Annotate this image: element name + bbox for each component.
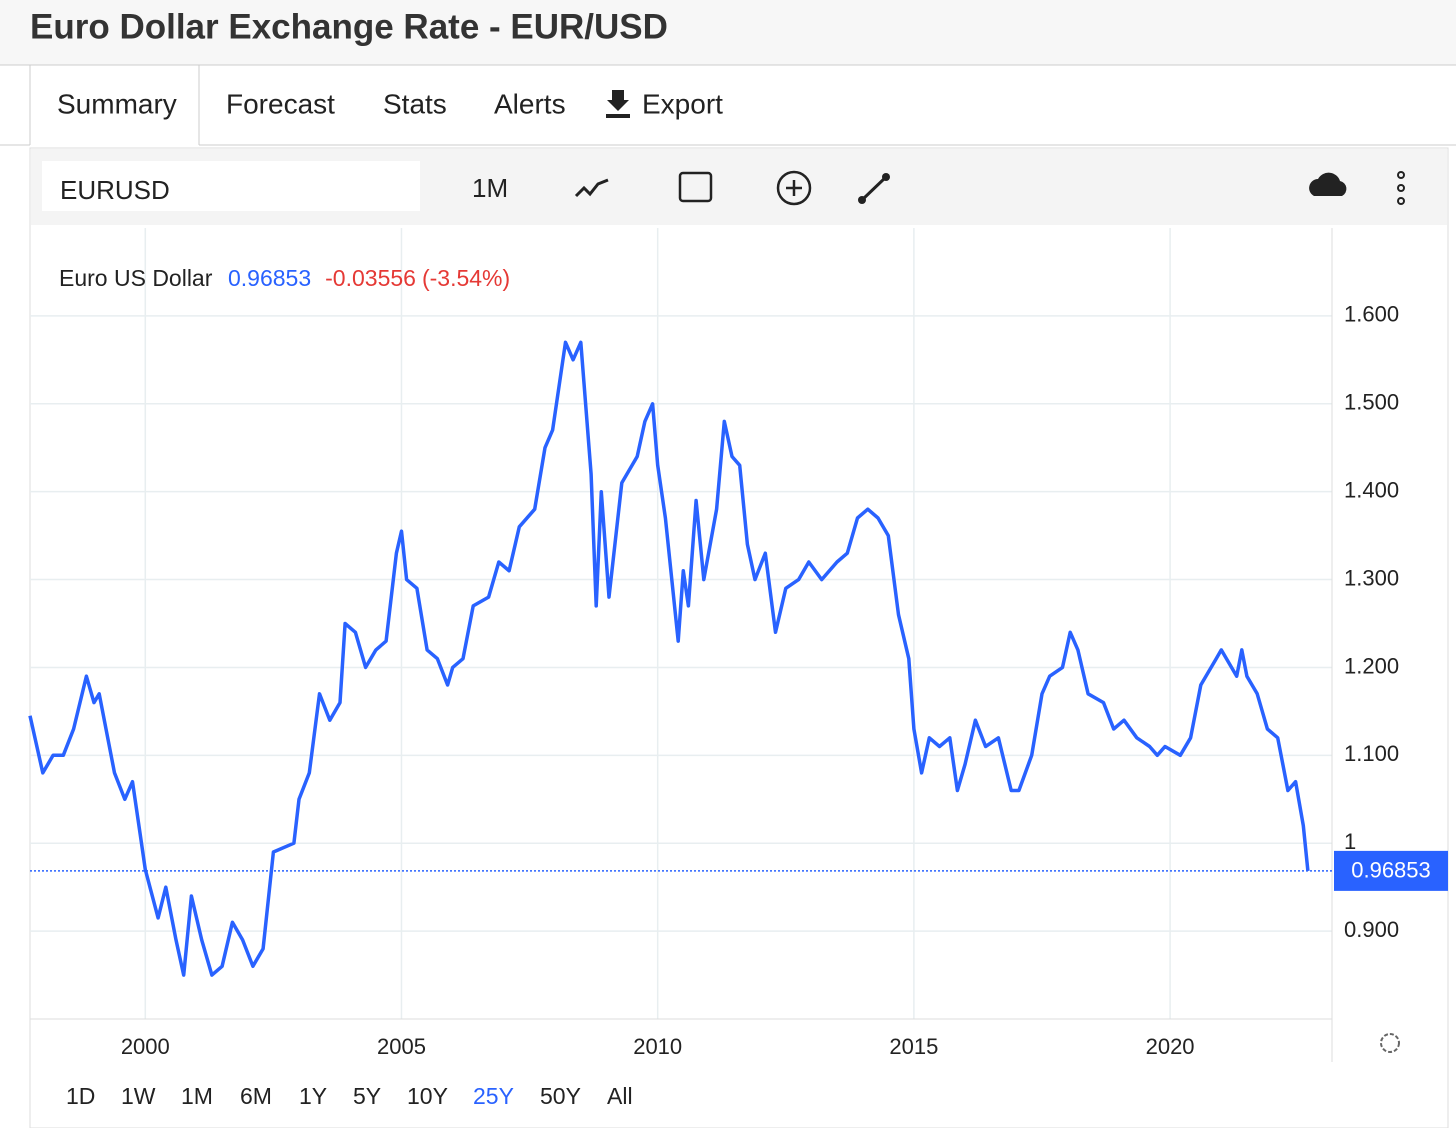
y-tick-label: 1.500 [1344,390,1399,415]
range-button[interactable]: 5Y [353,1083,381,1109]
interval[interactable]: 1M [472,173,508,203]
y-tick-label: 1.100 [1344,741,1399,766]
calendar-icon[interactable] [678,171,713,203]
y-tick-label: 0.900 [1344,917,1399,942]
page-title: Euro Dollar Exchange Rate - EUR/USD [30,7,668,46]
range-button[interactable]: 6M [240,1083,272,1109]
settings-icon[interactable] [1380,1033,1400,1053]
menu-dot[interactable] [1397,197,1405,205]
tab[interactable]: Forecast [226,88,335,119]
legend-change-pct: (-3.54%) [422,265,510,291]
draw-icon-dot [858,196,866,204]
chart-panel [29,147,1449,1128]
range-button[interactable]: 1Y [299,1083,327,1109]
tab[interactable]: Stats [383,88,447,119]
chart-type-icon[interactable] [574,178,609,198]
range-button[interactable]: 1M [181,1083,213,1109]
export-icon [606,90,630,118]
range-button[interactable]: 50Y [540,1083,581,1109]
draw-icon[interactable] [860,175,888,202]
symbol[interactable]: EURUSD [60,175,170,205]
y-tick-label: 1 [1344,829,1356,854]
range-button[interactable]: All [607,1083,633,1109]
x-tick-label: 2000 [121,1034,170,1059]
tab[interactable]: Alerts [494,88,566,119]
price-tag-label: 0.96853 [1351,858,1431,883]
tab-border [0,65,1456,146]
legend-change: -0.03556 [325,265,416,291]
symbol-box[interactable] [42,161,420,211]
y-tick-label: 1.200 [1344,653,1399,678]
add-icon-plus [786,180,802,196]
menu-dot[interactable] [1397,171,1405,179]
price-tag [1334,850,1448,891]
series-line [28,340,1310,977]
tab[interactable]: Export [642,88,723,119]
download-icon[interactable] [1309,172,1347,196]
range-button[interactable]: 10Y [407,1083,448,1109]
tab[interactable]: Summary [57,88,177,119]
x-tick-label: 2020 [1146,1034,1195,1059]
range-button[interactable]: 1W [121,1083,156,1109]
add-icon[interactable] [776,170,812,206]
y-tick-label: 1.300 [1344,565,1399,590]
legend-name: Euro US Dollar [59,265,213,291]
legend-price: 0.96853 [228,265,311,291]
y-tick-label: 1.400 [1344,477,1399,502]
menu-dot[interactable] [1397,184,1405,192]
x-tick-label: 2010 [633,1034,682,1059]
y-tick-label: 1.600 [1344,302,1399,327]
title-bar [0,0,1456,65]
x-tick-label: 2005 [377,1034,426,1059]
x-tick-label: 2015 [889,1034,938,1059]
draw-icon-dot [882,173,890,181]
range-button[interactable]: 25Y [473,1083,514,1109]
range-button[interactable]: 1D [66,1083,95,1109]
